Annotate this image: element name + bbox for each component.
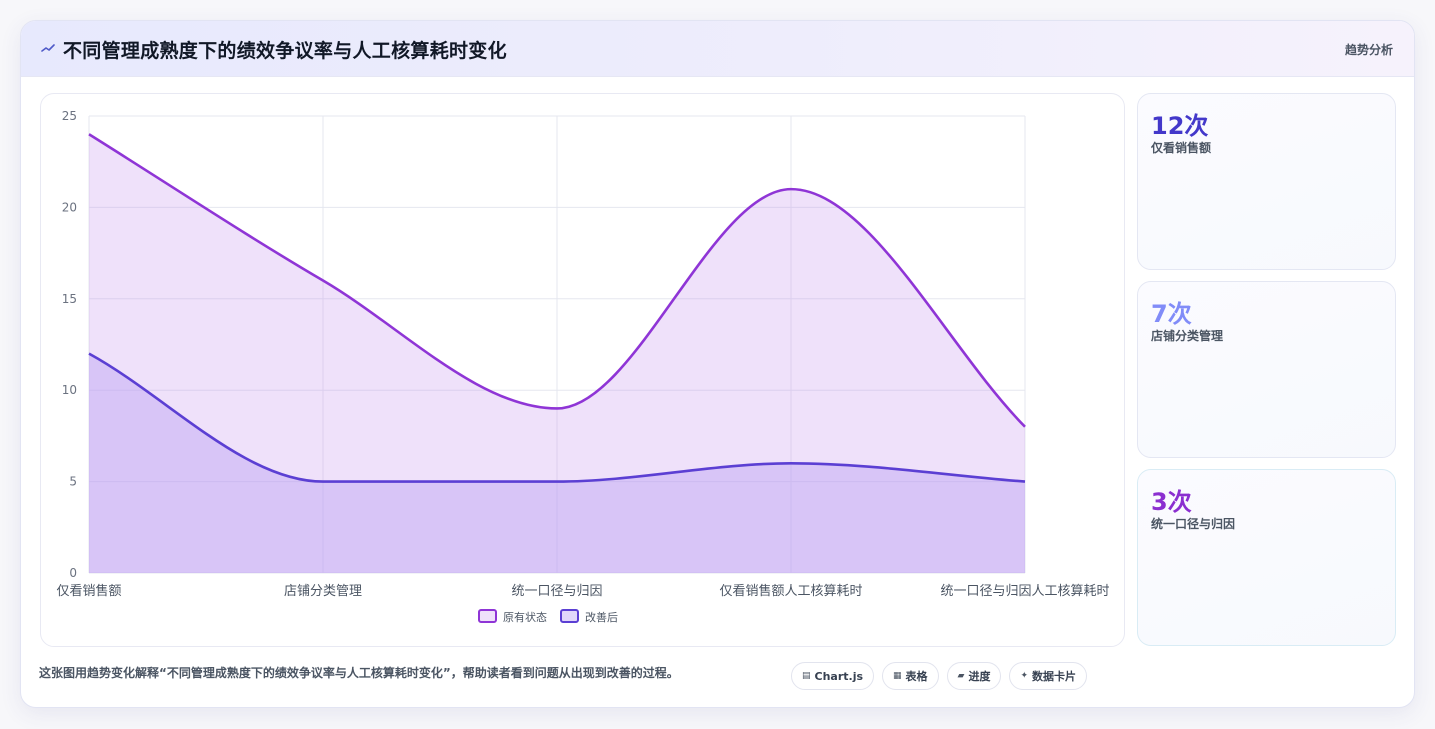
area-chart: 0 5 10 15 20 25 仅看销售额 店铺分类管理 统一口径与归因 仅看销售额人工核算耗时 统… xyxy=(56,109,1109,624)
pill-chartjs[interactable]: ▤ Chart.js xyxy=(791,662,875,690)
y-tick-label: 10 xyxy=(62,383,77,397)
legend-swatch xyxy=(560,609,579,623)
series-area-2 xyxy=(89,353,1025,573)
x-tick-label: 统一口径与归因 xyxy=(511,584,602,599)
pill-label: 表格 xyxy=(905,670,928,683)
x-tick-label: 统一口径与归因人工核算耗时 xyxy=(940,584,1109,599)
stat-card-3: 3次 统一口径与归因 xyxy=(1137,469,1396,646)
x-tick-label: 仅看销售额 xyxy=(56,583,121,599)
legend-swatch xyxy=(478,609,497,623)
stat-value: 3次 xyxy=(1151,488,1192,516)
pill-table[interactable]: ▦ 表格 xyxy=(882,662,939,690)
series-line-1 xyxy=(88,133,1026,428)
chart-panel: 0 5 10 15 20 25 仅看销售额 店铺分类管理 统一口径与归因 仅看销售额人工核算耗时 统… xyxy=(40,93,1125,647)
y-tick-label: 15 xyxy=(62,292,77,306)
card-header: 不同管理成熟度下的绩效争议率与人工核算耗时变化 趋势分析 xyxy=(21,21,1414,77)
stat-label: 店铺分类管理 xyxy=(1151,329,1224,343)
series-line-2 xyxy=(88,352,1026,483)
card-icon: ✦ xyxy=(1020,671,1029,681)
dashboard-card: 不同管理成熟度下的绩效争议率与人工核算耗时变化 趋势分析 0 5 10 15 20 25 仅… xyxy=(20,20,1415,708)
chart-icon: ▤ xyxy=(802,671,811,681)
pill-progress[interactable]: ▰ 进度 xyxy=(946,662,1002,690)
y-tick-label: 5 xyxy=(69,475,77,489)
stat-label: 仅看销售额 xyxy=(1151,141,1212,155)
legend-label: 改善后 xyxy=(585,610,618,624)
y-tick-label: 25 xyxy=(62,109,77,123)
y-tick-label: 0 xyxy=(69,566,77,580)
stat-card-2: 7次 店铺分类管理 xyxy=(1137,281,1396,458)
legend-label: 原有状态 xyxy=(503,610,547,624)
stat-card-1: 12次 仅看销售额 xyxy=(1137,93,1396,270)
pill-label: 进度 xyxy=(968,670,991,683)
stat-value: 7次 xyxy=(1151,300,1192,328)
chart-description: 这张图用趋势变化解释“不同管理成熟度下的绩效争议率与人工核算耗时变化”，帮助读者… xyxy=(39,666,679,680)
pill-data-card[interactable]: ✦ 数据卡片 xyxy=(1009,662,1088,690)
pill-label: Chart.js xyxy=(814,669,864,683)
trend-line-icon xyxy=(41,40,55,56)
y-tick-label: 20 xyxy=(62,200,77,214)
pill-label: 数据卡片 xyxy=(1032,670,1077,683)
x-tick-label: 店铺分类管理 xyxy=(284,584,362,599)
x-tick-label: 仅看销售额人工核算耗时 xyxy=(719,583,862,599)
page-title: 不同管理成熟度下的绩效争议率与人工核算耗时变化 xyxy=(63,40,507,62)
tech-pills: ▤ Chart.js ▦ 表格 ▰ 进度 ✦ 数据卡片 xyxy=(791,662,1088,690)
table-icon: ▦ xyxy=(893,671,902,681)
analysis-tag: 趋势分析 xyxy=(1344,43,1393,57)
stat-label: 统一口径与归因 xyxy=(1151,517,1236,531)
stat-value: 12次 xyxy=(1151,112,1209,140)
progress-icon: ▰ xyxy=(957,671,965,681)
